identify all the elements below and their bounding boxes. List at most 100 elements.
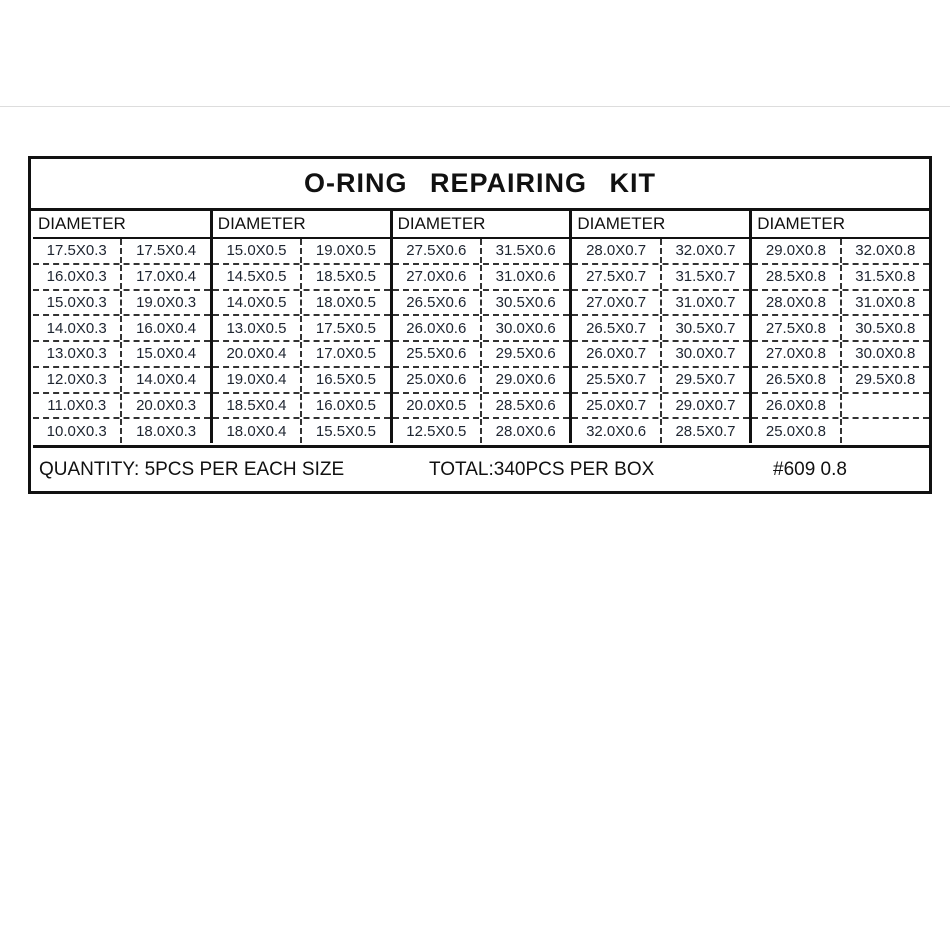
size-cell: 18.5X0.5 — [315, 268, 376, 286]
size-cell: 28.0X0.7 — [572, 239, 662, 263]
size-cell: 20.0X0.5 — [393, 393, 482, 418]
kit-label: O-RING REPAIRING KIT DIAMETER 17.5X0.3 17.… — [28, 156, 932, 494]
size-cell: 16.5X0.5 — [315, 371, 376, 389]
size-cell: 31.5X0.7 — [675, 268, 736, 286]
size-cell: 28.5X0.8 — [752, 264, 842, 289]
table-row: 20.0X0.5 28.5X0.6 — [392, 393, 570, 420]
size-cell: 25.5X0.7 — [572, 367, 662, 392]
size-cell: 27.5X0.7 — [572, 264, 662, 289]
table-row: 13.0X0.3 15.0X0.4 — [33, 342, 210, 368]
group-header: DIAMETER — [752, 211, 929, 239]
size-cell: 31.0X0.6 — [495, 268, 556, 286]
size-cell: 12.0X0.3 — [33, 367, 123, 392]
size-cell: 28.0X0.8 — [752, 290, 842, 315]
size-cell: 26.0X0.7 — [572, 342, 662, 366]
size-cell: 26.0X0.6 — [393, 316, 482, 340]
size-group: DIAMETER 17.5X0.3 17.5X0.4 16.0X0.3 17.0X0.4… — [33, 211, 213, 443]
size-cell: 29.0X0.8 — [752, 239, 842, 263]
table-row: 26.0X0.6 30.0X0.6 — [392, 316, 570, 342]
size-cell: 12.5X0.5 — [393, 419, 482, 443]
table-row: 26.0X0.7 30.0X0.7 — [572, 342, 750, 368]
table-row: 25.0X0.8 — [752, 419, 929, 443]
size-cell: 18.0X0.3 — [136, 422, 197, 440]
total-text: TOTAL:340PCS PER BOX — [429, 458, 655, 480]
size-cell: 29.5X0.8 — [855, 371, 916, 389]
size-cell: 17.5X0.3 — [33, 239, 123, 263]
size-cell: 14.0X0.5 — [213, 290, 303, 315]
size-cell: 17.0X0.5 — [315, 345, 376, 363]
table-row: 25.0X0.7 29.0X0.7 — [572, 393, 750, 420]
size-group: DIAMETER 27.5X0.6 31.5X0.6 27.0X0.6 31.0X0.6… — [392, 211, 573, 443]
size-cell: 26.5X0.6 — [393, 290, 482, 315]
size-cell: 25.5X0.6 — [393, 342, 482, 366]
divider — [0, 106, 950, 107]
size-cell: 25.0X0.8 — [752, 419, 842, 443]
size-cell: 18.0X0.4 — [213, 419, 303, 443]
table-row: 27.5X0.8 30.5X0.8 — [752, 316, 929, 342]
size-cell: 27.0X0.8 — [752, 342, 842, 366]
size-cell: 16.0X0.3 — [33, 264, 123, 289]
table-row: 18.0X0.4 15.5X0.5 — [213, 419, 390, 443]
size-cell: 32.0X0.8 — [855, 242, 916, 260]
size-cell: 15.0X0.5 — [213, 239, 303, 263]
size-cell: 29.5X0.7 — [675, 371, 736, 389]
kit-title: O-RING REPAIRING KIT — [31, 159, 929, 211]
group-header: DIAMETER — [572, 211, 750, 239]
size-group: DIAMETER 29.0X0.8 32.0X0.8 28.5X0.8 31.5X0.8… — [752, 211, 929, 443]
size-cell: 17.5X0.5 — [315, 319, 376, 337]
table-row: 15.0X0.3 19.0X0.3 — [33, 290, 210, 317]
table-row: 32.0X0.6 28.5X0.7 — [572, 419, 749, 443]
size-cell: 27.5X0.8 — [752, 316, 842, 340]
label-footer: QUANTITY: 5PCS PER EACH SIZE TOTAL:340PC… — [33, 445, 929, 491]
size-cell: 30.5X0.6 — [495, 293, 556, 311]
size-cell: 28.5X0.7 — [675, 422, 736, 440]
size-cell: 31.5X0.6 — [495, 242, 556, 260]
size-cell: 10.0X0.3 — [33, 419, 123, 443]
table-row: 11.0X0.3 20.0X0.3 — [33, 393, 210, 420]
table-row: 25.5X0.7 29.5X0.7 — [572, 367, 750, 394]
table-row: 26.0X0.8 — [752, 393, 929, 420]
size-cell: 29.0X0.6 — [495, 371, 556, 389]
group-header: DIAMETER — [33, 211, 210, 239]
size-cell: 30.0X0.7 — [675, 345, 736, 363]
size-cell: 29.5X0.6 — [495, 345, 556, 363]
size-cell: 14.5X0.5 — [213, 264, 303, 289]
size-cell: 25.0X0.7 — [572, 393, 662, 418]
table-row: 28.5X0.8 31.5X0.8 — [752, 264, 929, 291]
size-cell: 27.5X0.6 — [393, 239, 482, 263]
table-row: 12.0X0.3 14.0X0.4 — [33, 367, 210, 394]
size-cell: 15.0X0.3 — [33, 290, 123, 315]
table-row: 27.0X0.6 31.0X0.6 — [392, 264, 570, 291]
size-cell: 28.5X0.6 — [495, 396, 556, 414]
table-row: 12.5X0.5 28.0X0.6 — [393, 419, 570, 443]
size-cell: 13.0X0.3 — [33, 342, 123, 366]
table-row: 14.5X0.5 18.5X0.5 — [212, 264, 390, 291]
table-row: 26.5X0.7 30.5X0.7 — [572, 316, 750, 342]
size-cell: 31.5X0.8 — [855, 268, 916, 286]
table-row: 27.5X0.7 31.5X0.7 — [572, 264, 750, 291]
size-group: DIAMETER 28.0X0.7 32.0X0.7 27.5X0.7 31.5X0.7… — [572, 211, 753, 443]
size-cell: 26.5X0.7 — [572, 316, 662, 340]
size-cell: 30.0X0.6 — [495, 319, 556, 337]
size-cell — [842, 419, 929, 443]
size-cell: 11.0X0.3 — [33, 393, 123, 418]
table-row: 17.5X0.3 17.5X0.4 — [33, 239, 210, 265]
quantity-text: QUANTITY: 5PCS PER EACH SIZE — [39, 458, 345, 480]
size-cell: 18.5X0.4 — [213, 393, 303, 418]
size-cell: 29.0X0.7 — [675, 396, 736, 414]
table-row: 15.0X0.5 19.0X0.5 — [212, 239, 390, 265]
size-cell: 25.0X0.6 — [393, 367, 482, 392]
group-header: DIAMETER — [392, 211, 570, 239]
size-cell: 16.0X0.4 — [136, 319, 197, 337]
size-cell: 19.0X0.3 — [136, 293, 197, 311]
table-row: 26.5X0.8 29.5X0.8 — [752, 367, 929, 394]
table-row: 19.0X0.4 16.5X0.5 — [212, 367, 390, 394]
size-cell: 18.0X0.5 — [315, 293, 376, 311]
table-row: 26.5X0.6 30.5X0.6 — [392, 290, 570, 317]
size-cell: 17.5X0.4 — [136, 242, 197, 260]
table-row: 29.0X0.8 32.0X0.8 — [752, 239, 929, 265]
size-cell: 30.0X0.8 — [855, 345, 916, 363]
size-cell: 15.5X0.5 — [315, 422, 376, 440]
table-row: 20.0X0.4 17.0X0.5 — [212, 342, 390, 368]
size-cell: 26.0X0.8 — [752, 393, 842, 418]
